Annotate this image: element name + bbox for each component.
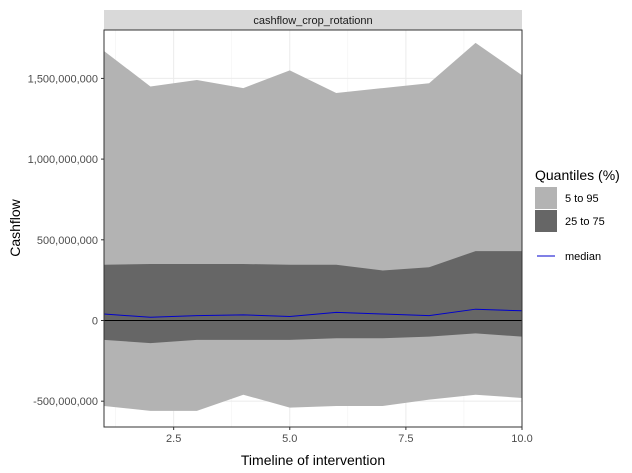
- y-tick-label-4: 1,500,000,000: [28, 73, 98, 85]
- x-axis: 2.5 5.0 7.5 10.0: [166, 427, 533, 445]
- band-5-to-95: [104, 42, 522, 411]
- x-tick-label-1: 5.0: [282, 433, 297, 445]
- legend-title: Quantiles (%): [535, 167, 620, 183]
- chart-title: cashflow_crop_rotationn: [253, 15, 372, 27]
- legend: Quantiles (%) 5 to 95 25 to 75 median: [535, 167, 620, 263]
- legend-entry-25-to-75: 25 to 75: [535, 210, 605, 232]
- y-axis: -500,000,000 0 500,000,000 1,000,000,000 1,5…: [28, 73, 104, 408]
- legend-key-swatch: [535, 187, 557, 209]
- median-line-group: [103, 308, 523, 318]
- y-tick-label-3: 1,000,000,000: [28, 154, 98, 166]
- y-tick-label-1: 0: [92, 315, 98, 327]
- y-tick-label-2: 500,000,000: [37, 235, 98, 247]
- legend-entry-5-to-95: 5 to 95: [535, 187, 599, 209]
- legend-label: median: [565, 251, 601, 263]
- plot-panel: [103, 29, 523, 428]
- band-25-to-75: [104, 251, 522, 344]
- strip-background: [104, 10, 522, 30]
- legend-entry-median: median: [537, 251, 601, 263]
- x-tick-label-0: 2.5: [166, 433, 181, 445]
- x-tick-label-2: 7.5: [398, 433, 413, 445]
- median-line: [103, 308, 523, 318]
- legend-label: 5 to 95: [565, 193, 599, 205]
- panel-border: [103, 29, 523, 428]
- quantile-bands: [104, 42, 522, 411]
- x-axis-title: Timeline of intervention: [241, 452, 385, 468]
- legend-entries: 5 to 95 25 to 75 median: [535, 187, 605, 263]
- x-tick-label-3: 10.0: [511, 433, 532, 445]
- y-tick-label-0: -500,000,000: [33, 396, 98, 408]
- legend-label: 25 to 75: [565, 216, 605, 228]
- legend-key-swatch: [535, 210, 557, 232]
- y-axis-title: Cashflow: [7, 198, 23, 256]
- strip-header: cashflow_crop_rotationn: [104, 10, 522, 30]
